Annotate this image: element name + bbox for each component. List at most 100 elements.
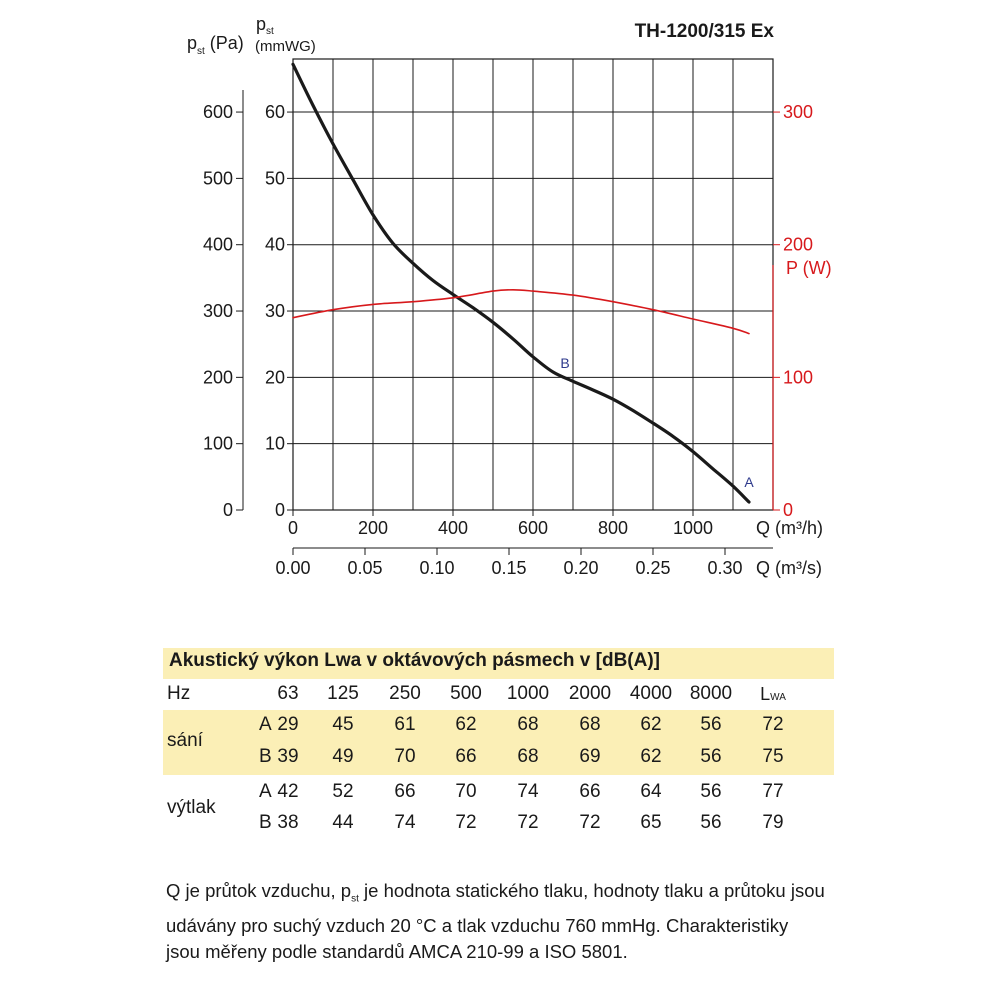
mmwg-tick-label: 30 <box>265 301 285 321</box>
m3s-tick-label: 0.20 <box>563 558 598 578</box>
table-cell: 75 <box>762 746 784 767</box>
table-cell: 64 <box>640 781 662 802</box>
footnote-subscript: st <box>351 893 359 905</box>
power-tick-label: 0 <box>783 500 793 520</box>
operating-point-a: A <box>744 474 754 490</box>
lwa-header: LWA <box>760 684 786 704</box>
footnote-text-2: je hodnota statického tlaku, hodnoty tla… <box>166 880 825 962</box>
frequency-header: 63 <box>277 683 299 704</box>
footnote-text-1: Q je průtok vzduchu, p <box>166 880 352 901</box>
table-cell: 42 <box>277 781 299 802</box>
table-title-band: Akustický výkon Lwa v oktávových pásmech… <box>163 648 834 679</box>
table-cell: 56 <box>700 812 722 833</box>
chart-title: TH-1200/315 Ex <box>635 21 775 42</box>
table-title: Akustický výkon Lwa v oktávových pásmech… <box>169 650 660 671</box>
table-cell: 72 <box>762 714 784 735</box>
table-cell: 66 <box>394 781 416 802</box>
m3s-tick-label: 0.30 <box>707 558 742 578</box>
row-group-label: výtlak <box>167 797 216 818</box>
table-cell: 52 <box>332 781 354 802</box>
mmwg-tick-label: 10 <box>265 434 285 454</box>
mmwg-axis-unit: (mmWG) <box>255 38 316 55</box>
table-cell: 77 <box>762 781 784 802</box>
power-tick-label: 200 <box>783 235 813 255</box>
frequency-header: 1000 <box>506 683 550 704</box>
table-cell: 45 <box>332 714 354 735</box>
table-cell: 49 <box>332 746 354 767</box>
m3s-tick-label: 0.25 <box>635 558 670 578</box>
chart-series <box>291 62 751 504</box>
chart-ticks: 0100200300400500600010203040506001002003… <box>203 102 813 578</box>
m3h-tick-label: 0 <box>288 518 298 538</box>
frequency-header: 500 <box>450 683 482 704</box>
m3s-tick-label: 0.00 <box>275 558 310 578</box>
table-cell: 56 <box>700 714 722 735</box>
table-cell: 69 <box>579 746 601 767</box>
fan-performance-chart: 0100200300400500600010203040506001002003… <box>187 14 832 578</box>
hz-label: Hz <box>167 683 191 704</box>
pa-tick-label: 200 <box>203 367 233 387</box>
table-cell: 70 <box>394 746 416 767</box>
table-cell: 61 <box>394 714 416 735</box>
mmwg-tick-label: 20 <box>265 367 285 387</box>
mmwg-axis-label: pst <box>256 14 274 37</box>
mmwg-tick-label: 50 <box>265 168 285 188</box>
m3s-tick-label: 0.10 <box>419 558 454 578</box>
table-cell: 72 <box>517 812 539 833</box>
row-variant-label: B <box>259 746 272 767</box>
table-cell: 62 <box>640 746 662 767</box>
table-cell: 74 <box>517 781 539 802</box>
m3h-tick-label: 200 <box>358 518 388 538</box>
table-cell: 72 <box>579 812 601 833</box>
table-cell: 79 <box>762 812 784 833</box>
chart-grid <box>293 59 773 510</box>
frequency-header: 2000 <box>568 683 612 704</box>
m3h-tick-label: 1000 <box>673 518 713 538</box>
table-cell: 62 <box>640 714 662 735</box>
pa-tick-label: 400 <box>203 235 233 255</box>
operating-point-b: B <box>560 355 569 371</box>
chart-labels: B A TH-1200/315 Ex pst (Pa) pst(mmWG) P (W) Q … <box>187 14 832 578</box>
power-tick-label: 100 <box>783 367 813 387</box>
frequency-header: 250 <box>389 683 421 704</box>
power-curve <box>292 289 750 335</box>
table-cell: 66 <box>455 746 477 767</box>
table-cell: 44 <box>332 812 354 833</box>
frequency-header: 125 <box>327 683 359 704</box>
table-cell: 65 <box>640 812 662 833</box>
table-cell: 72 <box>455 812 477 833</box>
table-cell: 38 <box>277 812 299 833</box>
mmwg-tick-label: 0 <box>275 500 285 520</box>
table-cell: 62 <box>455 714 477 735</box>
m3s-tick-label: 0.05 <box>347 558 382 578</box>
table-cell: 66 <box>579 781 601 802</box>
pa-tick-label: 100 <box>203 434 233 454</box>
table-cell: 68 <box>517 714 539 735</box>
row-variant-label: B <box>259 812 272 833</box>
table-cell: 68 <box>517 746 539 767</box>
mmwg-tick-label: 40 <box>265 235 285 255</box>
table-cell: 74 <box>394 812 416 833</box>
row-variant-label: A <box>259 781 272 802</box>
acoustic-power-table: Akustický výkon Lwa v oktávových pásmech… <box>163 648 834 841</box>
m3h-tick-label: 800 <box>598 518 628 538</box>
pa-tick-label: 0 <box>223 500 233 520</box>
power-tick-label: 300 <box>783 102 813 122</box>
table-cell: 29 <box>277 714 299 735</box>
table-cell: 70 <box>455 781 477 802</box>
m3h-tick-label: 400 <box>438 518 468 538</box>
pressure-curve <box>291 62 751 504</box>
table-cell: 68 <box>579 714 601 735</box>
footnote: Q je průtok vzduchu, pst je hodnota stat… <box>166 878 826 965</box>
frequency-header: 8000 <box>689 683 733 704</box>
table-cell: 39 <box>277 746 299 767</box>
m3s-tick-label: 0.15 <box>491 558 526 578</box>
pa-tick-label: 600 <box>203 102 233 122</box>
pa-tick-label: 500 <box>203 168 233 188</box>
mmwg-tick-label: 60 <box>265 102 285 122</box>
row-group-label: sání <box>167 730 203 751</box>
row-variant-label: A <box>259 714 272 735</box>
m3h-tick-label: 600 <box>518 518 548 538</box>
power-axis-label: P (W) <box>786 258 832 278</box>
frequency-header: 4000 <box>629 683 673 704</box>
